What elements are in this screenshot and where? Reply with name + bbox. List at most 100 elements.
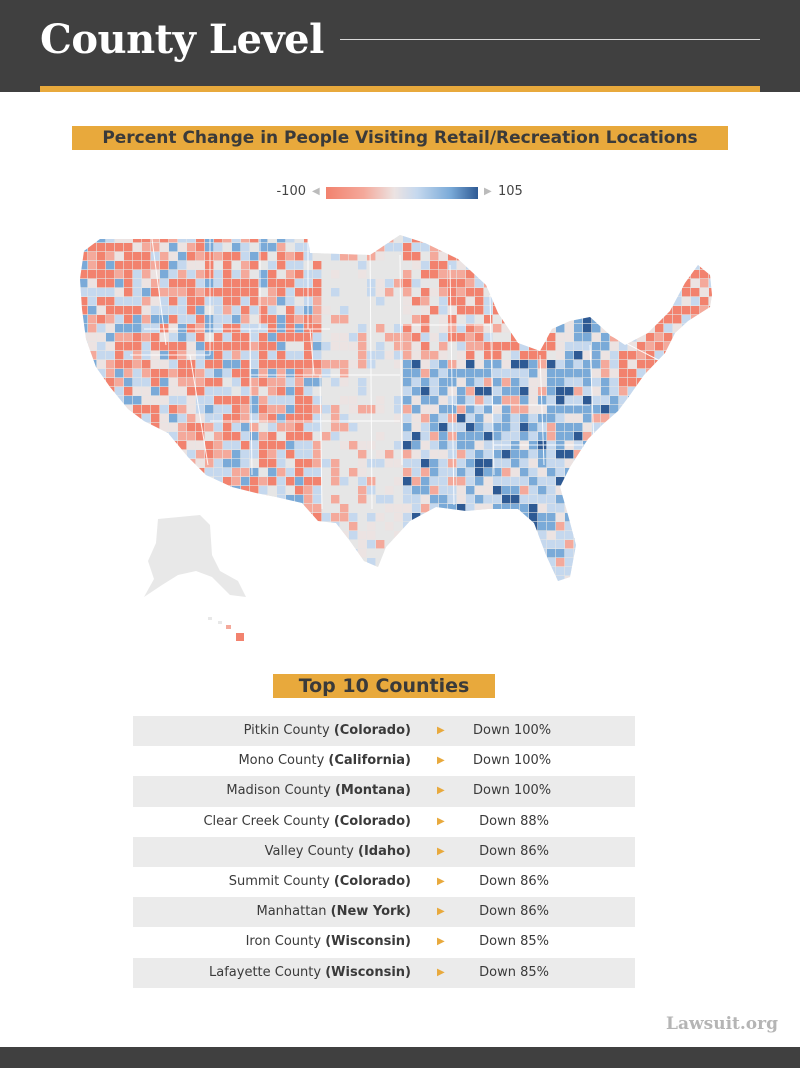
- county-cell: [655, 441, 664, 450]
- county-cell: [619, 513, 628, 522]
- county-cell: [709, 360, 712, 369]
- county-cell: [592, 360, 601, 369]
- county-cell: [547, 576, 556, 581]
- county-cell: [655, 261, 664, 270]
- county-cell: [502, 261, 511, 270]
- county-cell: [466, 396, 475, 405]
- county-cell: [394, 351, 403, 360]
- county-cell: [610, 288, 619, 297]
- county-cell: [394, 396, 403, 405]
- county-cell: [295, 495, 304, 504]
- county-cell: [322, 351, 331, 360]
- county-cell: [169, 333, 178, 342]
- county-cell: [115, 405, 124, 414]
- county-cell: [502, 270, 511, 279]
- county-cell: [682, 576, 691, 581]
- county-cell: [151, 450, 160, 459]
- county-cell: [520, 414, 529, 423]
- county-cell: [295, 261, 304, 270]
- county-cell: [223, 306, 232, 315]
- county-cell: [673, 243, 682, 252]
- county-cell: [448, 235, 457, 243]
- county-cell: [205, 324, 214, 333]
- county-cell: [106, 306, 115, 315]
- county-cell: [115, 477, 124, 486]
- county-cell: [358, 261, 367, 270]
- county-cell: [295, 549, 304, 558]
- county-cell: [295, 594, 303, 602]
- county-cell: [187, 495, 196, 504]
- county-cell: [637, 549, 646, 558]
- county-cell: [637, 369, 646, 378]
- county-cell: [637, 576, 646, 581]
- county-cell: [358, 567, 367, 576]
- county-cell: [223, 495, 232, 504]
- county-cell: [97, 297, 106, 306]
- county-cell: [529, 279, 538, 288]
- county-cell: [655, 594, 663, 602]
- county-cell: [349, 594, 357, 602]
- county-cell: [340, 270, 349, 279]
- county-cell: [637, 333, 646, 342]
- county-cell: [232, 342, 241, 351]
- county-cell: [718, 522, 726, 530]
- county-cell: [80, 297, 88, 306]
- county-name: Mono County (California): [238, 746, 411, 776]
- county-cell: [601, 504, 610, 513]
- county-cell: [574, 531, 583, 540]
- county-cell: [538, 522, 547, 531]
- county-cell: [322, 378, 331, 387]
- county-cell: [457, 225, 465, 233]
- county-cell: [88, 576, 97, 581]
- county-cell: [565, 522, 574, 531]
- county-cell: [106, 549, 115, 558]
- county-cell: [574, 522, 583, 531]
- county-cell: [619, 459, 628, 468]
- county-cell: [520, 594, 528, 602]
- county-cell: [331, 378, 340, 387]
- county-cell: [268, 252, 277, 261]
- county-cell: [349, 387, 358, 396]
- county-cell: [475, 450, 484, 459]
- county-cell: [80, 432, 88, 441]
- county-label: Iron County: [245, 934, 322, 950]
- county-cell: [673, 306, 682, 315]
- county-cell: [250, 522, 259, 531]
- county-cell: [286, 423, 295, 432]
- county-cell: [583, 279, 592, 288]
- county-cell: [421, 351, 430, 360]
- county-cell: [286, 450, 295, 459]
- change-value: Down 100%: [473, 723, 552, 738]
- county-cell: [376, 441, 385, 450]
- county-cell: [169, 225, 177, 233]
- county-cell: [439, 441, 448, 450]
- county-cell: [448, 585, 456, 593]
- county-cell: [682, 315, 691, 324]
- county-cell: [619, 396, 628, 405]
- county-cell: [250, 405, 259, 414]
- county-cell: [520, 252, 529, 261]
- county-cell: [574, 567, 583, 576]
- table-row: Clear Creek County (Colorado) ▶ Down 88%: [133, 807, 635, 837]
- county-cell: [520, 576, 529, 581]
- county-cell: [187, 423, 196, 432]
- county-cell: [655, 288, 664, 297]
- county-cell: [475, 306, 484, 315]
- county-cell: [394, 567, 403, 576]
- county-cell: [187, 468, 196, 477]
- county-cell: [709, 414, 712, 423]
- county-cell: [124, 513, 133, 522]
- county-cell: [664, 225, 672, 233]
- county-cell: [637, 432, 646, 441]
- county-cell: [718, 558, 726, 566]
- county-cell: [241, 558, 250, 567]
- county-cell: [124, 396, 133, 405]
- county-cell: [196, 585, 204, 593]
- county-cell: [286, 585, 294, 593]
- county-cell: [574, 468, 583, 477]
- county-cell: [583, 567, 592, 576]
- county-cell: [304, 405, 313, 414]
- county-cell: [358, 513, 367, 522]
- county-cell: [403, 288, 412, 297]
- county-cell: [286, 405, 295, 414]
